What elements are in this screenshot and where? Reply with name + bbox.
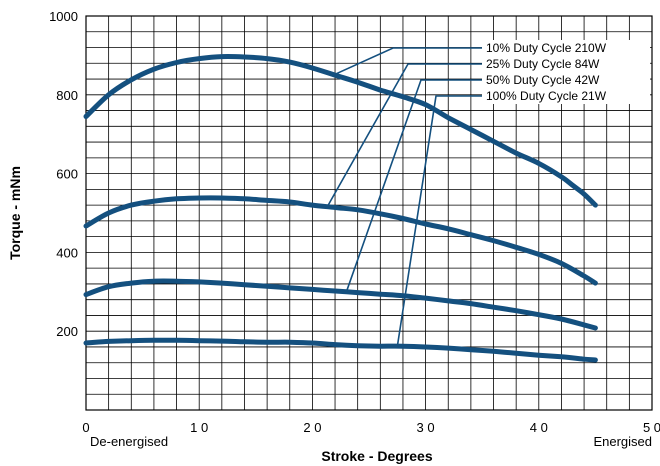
energised-label: Energised <box>593 434 652 449</box>
y-tick-label: 200 <box>56 324 78 339</box>
y-tick-label: 400 <box>56 245 78 260</box>
y-tick-label: 1000 <box>49 9 78 24</box>
tick-labels: 0 1 0 2 0 3 0 4 0 5 0 200 400 600 800 1000 <box>49 9 660 435</box>
legend-pointer-line <box>334 47 484 76</box>
legend-pointer-line <box>396 95 484 347</box>
legend-pointer-line <box>345 79 484 293</box>
y-tick-label: 800 <box>56 88 78 103</box>
series-line-3 <box>83 278 598 331</box>
legend-background <box>482 40 650 104</box>
legend-pointers <box>327 47 484 347</box>
series-line-4 <box>83 337 598 363</box>
x-tick-label: 5 0 <box>643 420 660 435</box>
series-line-2 <box>83 195 598 286</box>
legend-entry: 50% Duty Cycle 42W <box>486 73 600 87</box>
legend-entry: 25% Duty Cycle 84W <box>486 57 600 71</box>
y-tick-label: 600 <box>56 167 78 182</box>
legend: 10% Duty Cycle 210W 25% Duty Cycle 84W 50%… <box>482 40 650 104</box>
plot-frame <box>85 15 653 411</box>
x-tick-label: 3 0 <box>417 420 435 435</box>
x-tick-label: 4 0 <box>530 420 548 435</box>
series-line-1 <box>83 53 598 208</box>
x-tick-label: 0 <box>82 420 89 435</box>
legend-pointer-line <box>327 63 484 206</box>
x-tick-label: 1 0 <box>190 420 208 435</box>
x-axis-title: Stroke - Degrees <box>321 448 432 464</box>
legend-entry: 10% Duty Cycle 210W <box>486 41 607 55</box>
x-tick-label: 2 0 <box>303 420 321 435</box>
series-layer <box>83 53 598 363</box>
y-axis-title: Torque - mNm <box>7 166 23 260</box>
de-energised-label: De-energised <box>90 434 168 449</box>
legend-entry: 100% Duty Cycle 21W <box>486 89 607 103</box>
